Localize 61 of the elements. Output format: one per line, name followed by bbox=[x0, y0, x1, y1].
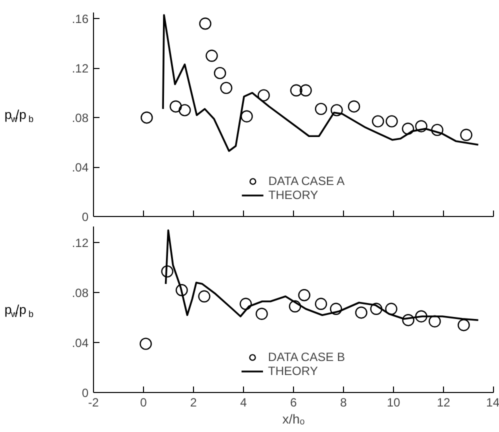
point bbox=[161, 265, 174, 278]
point bbox=[314, 102, 328, 116]
point bbox=[206, 50, 218, 62]
point bbox=[370, 302, 382, 315]
point bbox=[372, 115, 384, 128]
point bbox=[386, 115, 398, 128]
point bbox=[458, 319, 470, 332]
point bbox=[460, 128, 472, 141]
point bbox=[214, 66, 226, 80]
point bbox=[199, 18, 212, 30]
y-tick-label: 0 bbox=[82, 386, 89, 400]
point bbox=[220, 82, 232, 94]
x-tick-label: 4 bbox=[240, 396, 248, 410]
y-tick-label: .12 bbox=[72, 236, 89, 250]
point bbox=[178, 104, 191, 116]
point bbox=[258, 89, 270, 102]
point bbox=[330, 104, 343, 116]
point bbox=[140, 112, 153, 124]
point bbox=[355, 306, 368, 319]
point bbox=[431, 124, 444, 136]
point bbox=[176, 284, 188, 296]
line-series bbox=[162, 14, 480, 152]
point bbox=[402, 314, 414, 326]
x-tick-label: 6 bbox=[290, 396, 298, 410]
point bbox=[256, 308, 268, 320]
point bbox=[290, 84, 302, 96]
point bbox=[415, 120, 428, 132]
point bbox=[170, 100, 182, 113]
point bbox=[330, 302, 342, 315]
y-tick-label: .04 bbox=[72, 160, 89, 175]
point bbox=[402, 122, 414, 135]
x-tick-label: 2 bbox=[190, 396, 198, 410]
y-tick-label: .16 bbox=[72, 12, 89, 26]
point bbox=[198, 290, 210, 302]
x-tick-label: -2 bbox=[88, 396, 100, 410]
point bbox=[240, 298, 252, 310]
x-tick-label: 14 bbox=[486, 396, 499, 410]
y-tick-label: .04 bbox=[72, 336, 89, 350]
point bbox=[348, 100, 360, 113]
y-tick-label: .12 bbox=[72, 62, 89, 76]
point bbox=[288, 300, 302, 312]
x-tick-label: 10 bbox=[386, 396, 400, 410]
legend-label: DATA CASE B bbox=[268, 350, 345, 364]
y-tick-label: .08 bbox=[72, 286, 89, 300]
point bbox=[385, 302, 398, 315]
legend-label: DATA CASE A bbox=[268, 174, 345, 188]
x-tick-label: 8 bbox=[340, 396, 348, 410]
y-tick-label: .08 bbox=[72, 111, 89, 126]
point bbox=[240, 110, 253, 122]
legend-label: THEORY bbox=[268, 188, 318, 202]
x-tick-label: 0 bbox=[140, 396, 148, 410]
point bbox=[415, 310, 428, 322]
point bbox=[428, 315, 441, 328]
y-tick-label: 0 bbox=[82, 210, 89, 224]
point bbox=[314, 298, 328, 310]
x-axis-title: x/hₒ bbox=[282, 412, 305, 426]
x-tick-label: 12 bbox=[436, 396, 450, 410]
point bbox=[140, 338, 152, 350]
legend-label: THEORY bbox=[268, 364, 318, 378]
point bbox=[298, 289, 310, 302]
point bbox=[300, 84, 312, 96]
